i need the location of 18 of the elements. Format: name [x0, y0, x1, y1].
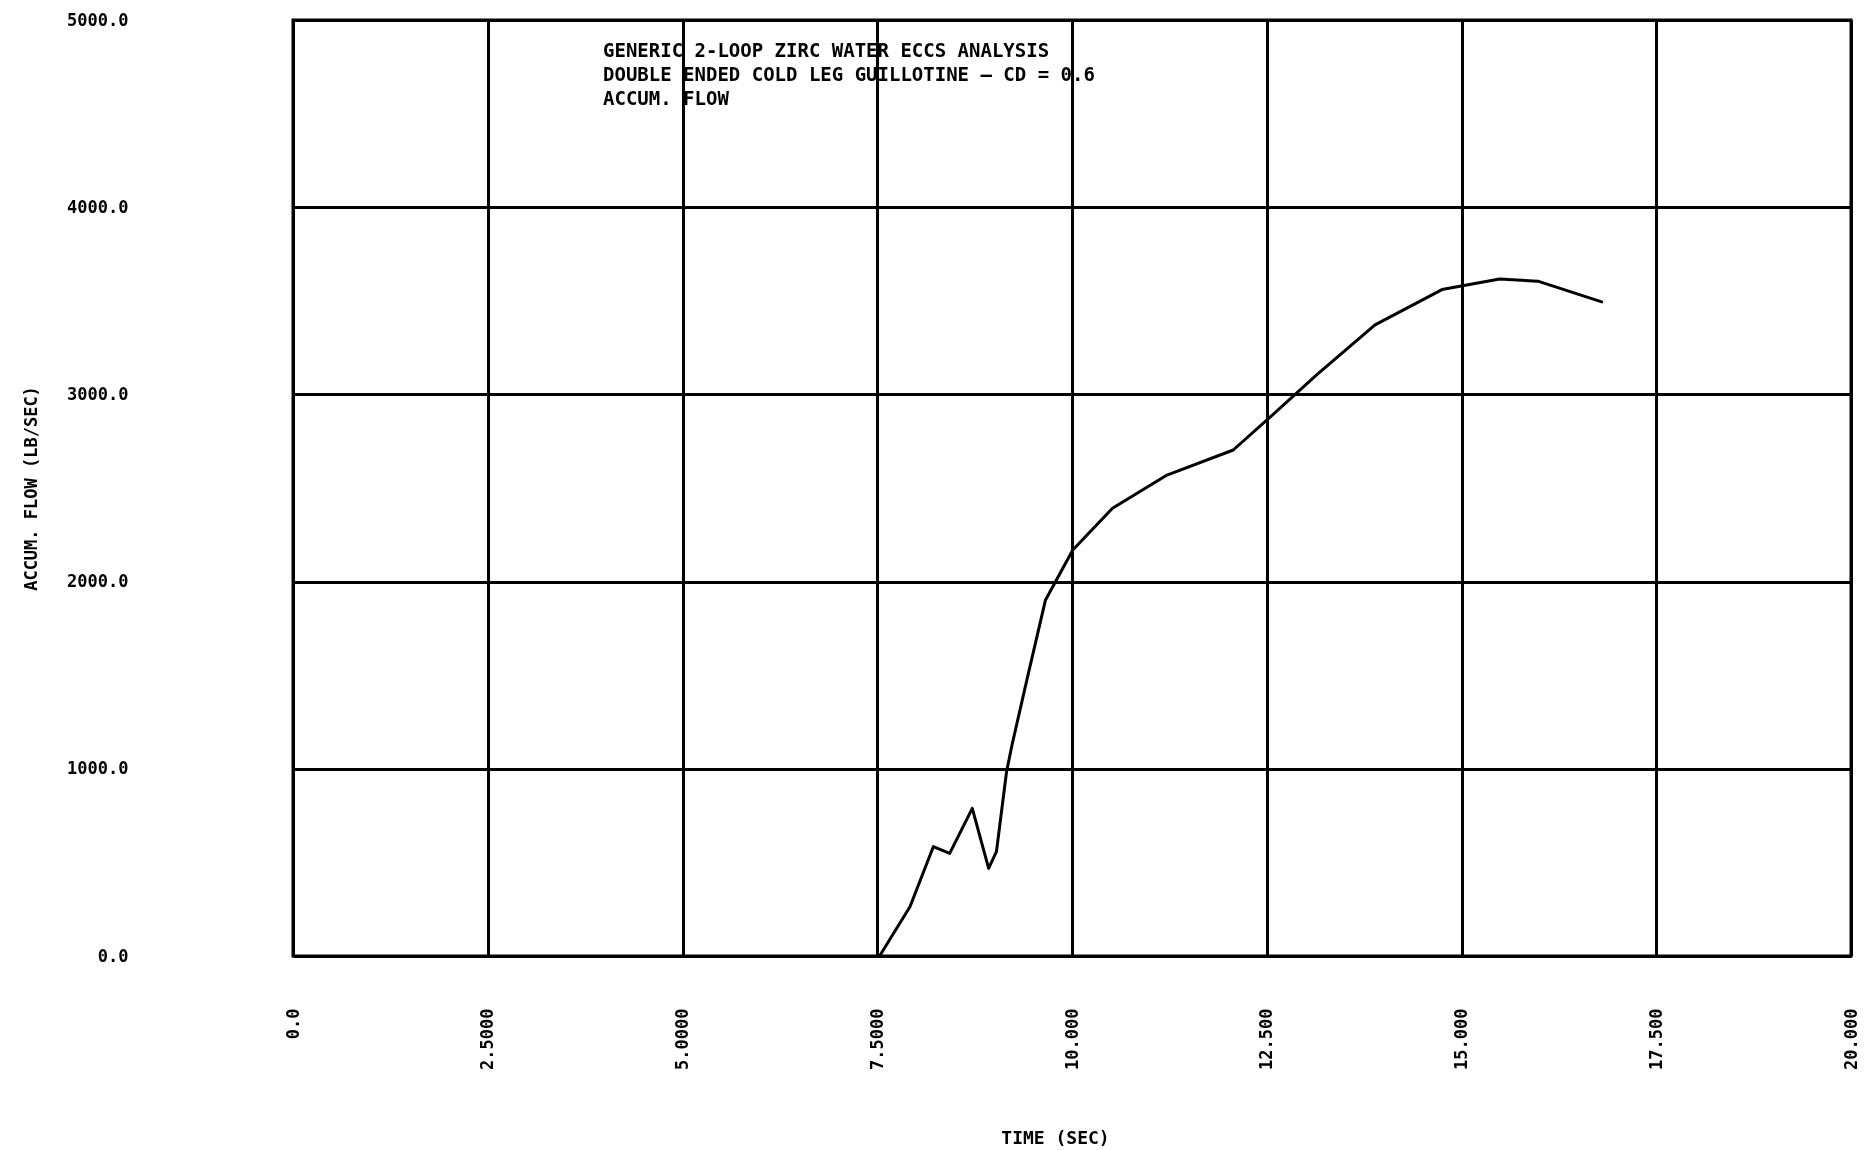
x-tick-label: 17.500 [1645, 1008, 1666, 1070]
x-tick-label: 5.0000 [672, 1008, 692, 1070]
x-tick-label: 10.000 [1061, 1008, 1082, 1070]
y-tick-label: 2000.0 [67, 571, 129, 592]
annotation: ACCUM. FLOW [603, 87, 730, 109]
x-axis-title: TIME (SEC) [1001, 1126, 1110, 1148]
y-tick-label: 4000.0 [67, 196, 129, 217]
x-tick-label: 12.500 [1256, 1008, 1277, 1070]
x-tick-label: 15.000 [1451, 1008, 1471, 1070]
x-tick-label: 7.5000 [866, 1008, 887, 1070]
y-axis-title: ACCUM. FLOW (LB/SEC) [20, 386, 41, 591]
y-tick-label: 1000.0 [67, 758, 129, 779]
x-tick-label: 0.0 [282, 1008, 303, 1040]
y-tick-label: 3000.0 [67, 383, 129, 404]
x-tick-label: 2.5000 [477, 1008, 498, 1070]
y-tick-label: 0.0 [97, 945, 129, 966]
x-tick-label: 20.000 [1840, 1008, 1861, 1070]
y-tick-label: 5000.0 [67, 9, 129, 30]
